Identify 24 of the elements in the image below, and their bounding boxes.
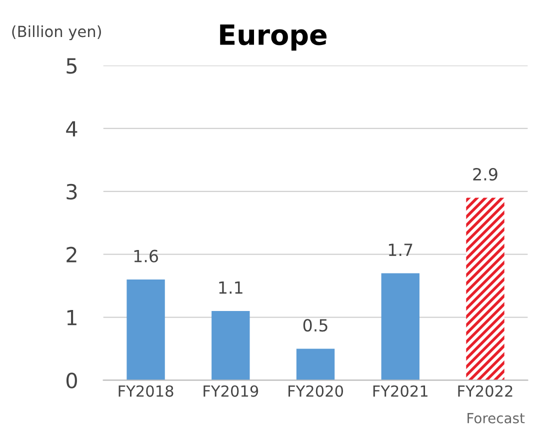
- y-tick-label: 5: [66, 58, 77, 74]
- y-tick-label: 1: [67, 310, 76, 326]
- data-label: 1.6: [134, 250, 158, 262]
- x-tick-label: FY2018: [118, 385, 174, 397]
- x-tick-label: FY2021: [373, 385, 428, 397]
- y-tick-label: 3: [66, 184, 77, 200]
- data-label: 2.9: [473, 168, 498, 181]
- bar: [296, 348, 335, 380]
- y-tick-label: 0: [66, 372, 77, 388]
- y-tick-label: 4: [66, 121, 78, 136]
- data-label: 1.7: [388, 244, 412, 256]
- x-tick-label: FY2022: [458, 385, 512, 397]
- chart-title: Europe: [220, 24, 327, 51]
- y-tick-label: 2: [66, 246, 76, 262]
- bar: [212, 310, 250, 380]
- text: Forecast: [468, 413, 525, 424]
- data-label: 1.1: [219, 281, 242, 294]
- x-tick-label: FY2020: [288, 385, 344, 397]
- bar: [466, 198, 504, 380]
- data-label: 0.5: [303, 319, 328, 332]
- x-tick-label: FY2019: [204, 385, 258, 397]
- bar: [381, 273, 420, 380]
- bar: [126, 280, 165, 380]
- y-axis-title: (Billion yen): [12, 25, 101, 40]
